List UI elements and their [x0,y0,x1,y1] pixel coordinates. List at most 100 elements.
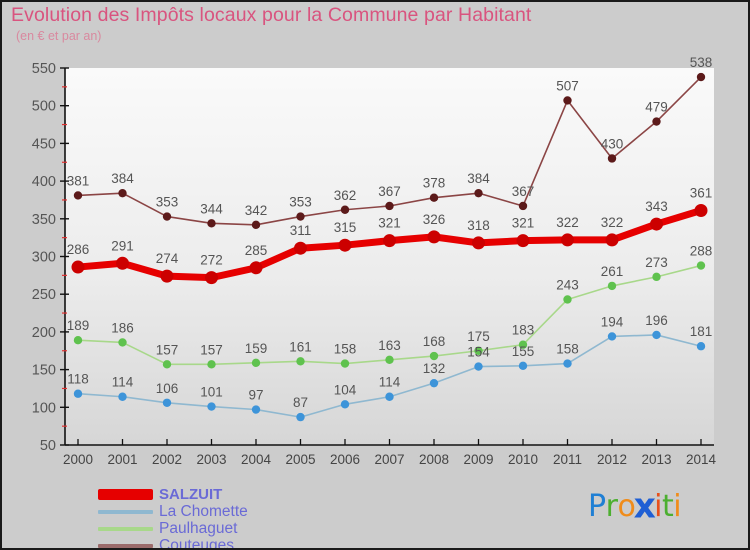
svg-text:2003: 2003 [196,452,226,467]
data-label: 87 [293,395,308,410]
chart-axes: 50 100 150 200 250 300 350 400 450 500 550 2000 2001… [32,61,717,467]
data-label: 196 [645,313,668,328]
svg-text:100: 100 [32,400,56,416]
legend-item[interactable]: Couteuges [98,536,398,550]
data-label: 507 [556,78,579,93]
logo-letter-x: x [633,486,656,527]
data-label: 106 [156,381,179,396]
data-label: 118 [67,372,89,387]
data-label: 101 [200,385,223,400]
data-label: 344 [200,201,223,216]
data-label: 97 [248,388,263,403]
data-label: 274 [156,251,179,266]
data-label: 311 [290,223,312,238]
data-label: 430 [601,136,624,151]
legend-item[interactable]: La Chomette [98,503,398,520]
data-label: 318 [467,218,490,233]
data-label: 158 [334,342,357,357]
svg-text:2010: 2010 [508,452,538,467]
svg-text:2007: 2007 [374,452,404,467]
legend-item[interactable]: SALZUIT [98,486,398,503]
data-label: 378 [423,176,446,191]
logo-letter-r: r [605,489,618,524]
svg-text:2009: 2009 [463,452,493,467]
legend-item[interactable]: Paulhaguet [98,520,398,537]
legend-swatch [98,509,153,514]
data-label: 161 [289,339,312,354]
data-label: 104 [334,382,357,397]
data-label: 381 [67,173,90,188]
data-label: 343 [645,199,668,214]
data-label: 157 [156,342,179,357]
svg-text:2004: 2004 [241,452,272,467]
proxiti-logo: Proxiti [588,486,682,527]
svg-text:200: 200 [32,325,56,341]
data-label: 183 [512,323,535,338]
data-label: 159 [245,341,268,356]
legend-label: SALZUIT [159,486,223,503]
data-label: 158 [556,342,579,357]
logo-letter-i-first: i [654,489,662,524]
logo-letter-p: P [588,489,606,524]
legend-label: Couteuges [159,536,234,550]
data-label: 155 [512,344,535,359]
svg-text:2006: 2006 [330,452,360,467]
svg-text:450: 450 [32,136,56,152]
data-label: 114 [112,375,134,390]
data-label: 322 [556,215,579,230]
legend-label: La Chomette [159,502,248,520]
svg-text:250: 250 [32,287,56,303]
logo-letter-o: o [617,489,636,524]
svg-text:2008: 2008 [419,452,449,467]
data-label: 243 [556,277,579,292]
data-label: 315 [334,220,357,235]
data-label: 367 [512,184,535,199]
data-label: 322 [601,215,624,230]
svg-text:2014: 2014 [686,452,717,467]
data-label: 189 [67,318,90,333]
data-label: 326 [423,212,446,227]
data-label: 384 [111,171,134,186]
chart-series-layer [71,72,708,422]
data-label: 384 [467,171,490,186]
legend-label: Paulhaguet [159,519,238,537]
legend-swatch [98,526,153,531]
data-label: 353 [289,195,312,210]
data-label: 288 [690,244,713,259]
data-label: 291 [111,238,134,253]
svg-text:2001: 2001 [107,452,137,467]
data-label: 132 [423,361,446,376]
data-label: 114 [379,375,401,390]
logo-letter-t: t [662,489,674,524]
chart-subtitle: (en € et par an) [16,29,102,43]
legend-swatch [98,543,153,548]
svg-text:150: 150 [32,363,56,379]
data-label: 285 [245,243,268,258]
svg-text:550: 550 [32,61,56,77]
legend-swatch [98,489,153,500]
svg-text:300: 300 [32,250,56,266]
data-label: 273 [645,255,668,270]
data-label: 321 [378,216,401,231]
data-label: 181 [690,324,713,339]
svg-text:2012: 2012 [597,452,627,467]
data-label: 157 [200,342,223,357]
svg-text:2005: 2005 [285,452,315,467]
data-label: 353 [156,195,179,210]
data-label: 194 [601,314,624,329]
svg-text:2000: 2000 [63,452,93,467]
data-label: 361 [690,186,713,201]
data-label: 367 [378,184,401,199]
svg-text:2002: 2002 [152,452,182,467]
data-label: 168 [423,334,446,349]
data-label: 163 [378,338,401,353]
data-label: 286 [67,242,90,257]
svg-text:400: 400 [32,174,56,190]
svg-text:50: 50 [40,438,56,454]
logo-letter-i-second: i [673,489,682,524]
svg-text:2013: 2013 [641,452,671,467]
svg-text:2011: 2011 [553,452,582,467]
data-label: 186 [111,320,134,335]
